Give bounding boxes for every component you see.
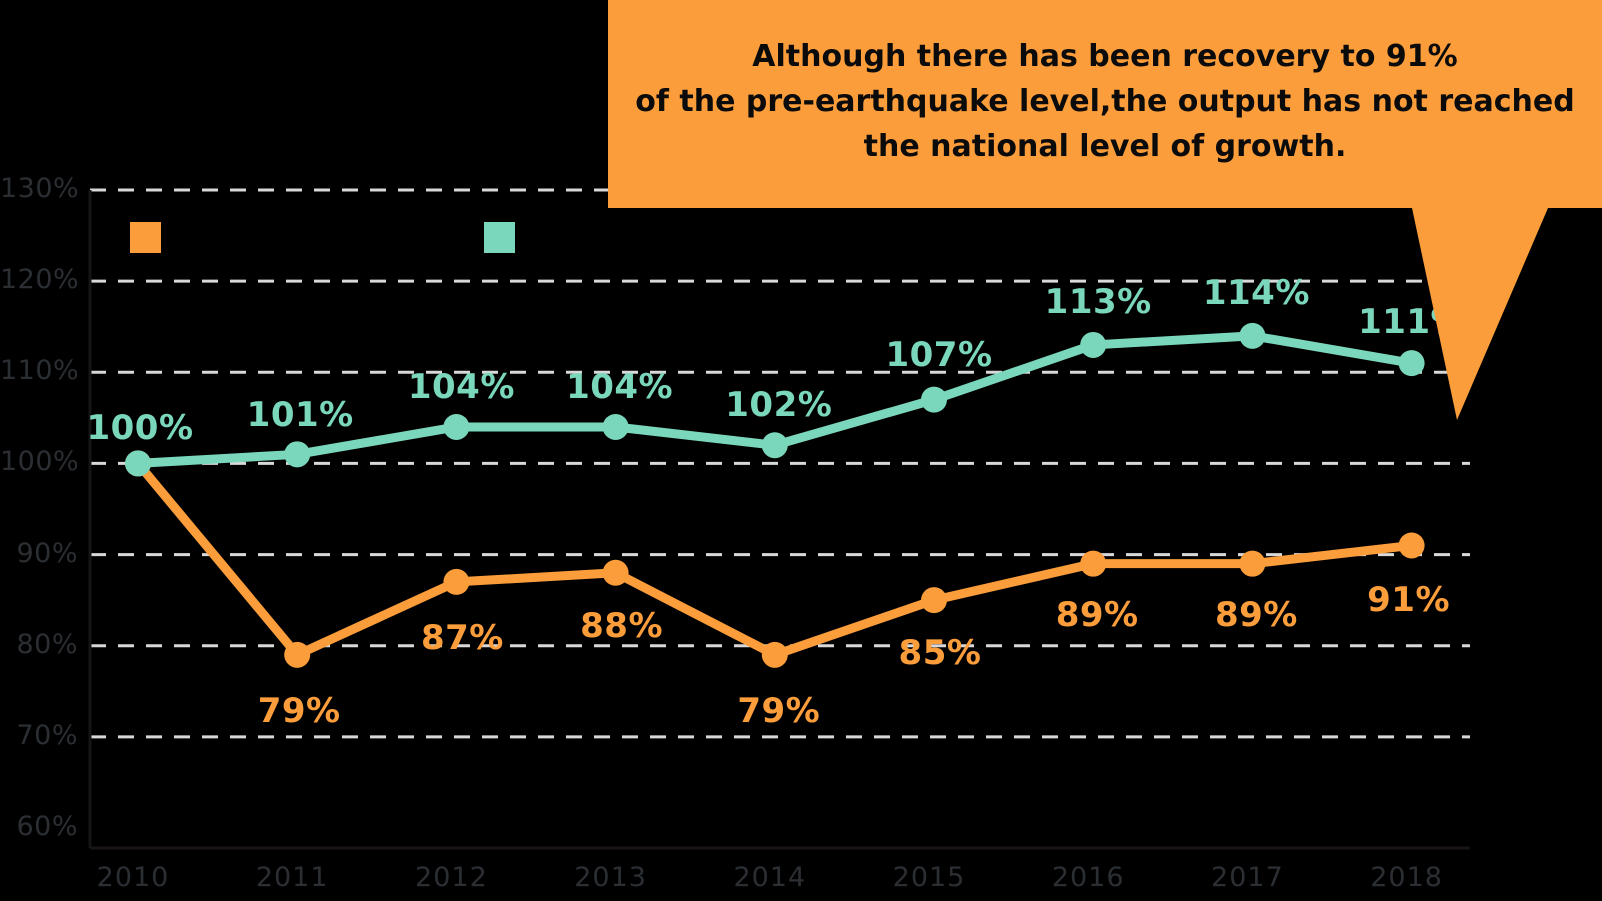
data-point-label: 107%: [885, 334, 993, 375]
x-axis-tick-label: 2014: [733, 862, 807, 893]
annotation-line-1: Although there has been recovery to 91%: [752, 39, 1458, 74]
x-axis-tick-label: 2011: [255, 862, 329, 893]
data-point-label: 104%: [407, 366, 515, 407]
y-axis-tick-label: 110%: [0, 355, 80, 387]
data-point-label: 85%: [898, 633, 982, 674]
data-point-label: 102%: [725, 385, 833, 426]
y-axis-tick-label: 70%: [16, 719, 78, 751]
data-point-label: 101%: [246, 395, 354, 436]
data-point-label: 88%: [580, 605, 664, 646]
data-point-label: 79%: [257, 690, 341, 731]
data-point-marker[interactable]: [1239, 322, 1266, 349]
legend-swatch[interactable]: [130, 222, 161, 253]
annotation-callout: Although there has been recovery to 91% …: [608, 0, 1602, 208]
data-point-marker[interactable]: [1398, 532, 1425, 559]
x-axis-tick-label: 2012: [415, 862, 488, 893]
data-point-marker[interactable]: [602, 559, 629, 586]
data-point-marker[interactable]: [443, 413, 470, 440]
data-point-marker[interactable]: [284, 641, 311, 668]
x-axis-tick-label: 2010: [96, 862, 170, 893]
annotation-callout-text: Although there has been recovery to 91% …: [608, 34, 1602, 169]
data-point-marker[interactable]: [1239, 550, 1266, 577]
data-point-marker[interactable]: [1080, 550, 1107, 577]
annotation-line-2: of the pre-earthquake level,the output h…: [635, 84, 1575, 119]
data-point-label: 89%: [1214, 594, 1298, 635]
x-axis-tick-label: 2018: [1370, 862, 1443, 893]
data-point-marker[interactable]: [921, 587, 947, 614]
y-axis-tick-label: 90%: [16, 537, 78, 569]
data-point-marker[interactable]: [761, 432, 788, 459]
y-axis-tick-label: 60%: [16, 811, 78, 842]
callout-tail: [1412, 208, 1548, 420]
y-axis-tick-label: 130%: [0, 173, 80, 204]
data-point-label: 91%: [1367, 580, 1451, 621]
data-point-marker[interactable]: [602, 413, 629, 440]
x-axis-tick-label: 2017: [1211, 862, 1284, 893]
x-axis-tick-label: 2013: [574, 862, 647, 893]
data-point-label: 79%: [737, 690, 821, 731]
data-point-label: 89%: [1055, 594, 1139, 635]
data-point-marker[interactable]: [1080, 331, 1107, 358]
data-point-marker[interactable]: [921, 386, 947, 413]
data-point-label: 104%: [566, 366, 674, 407]
x-axis-tick-label: 2016: [1051, 862, 1125, 893]
data-point-label: 87%: [420, 617, 504, 658]
annotation-line-3: the national level of growth.: [863, 129, 1347, 164]
data-point-label: 100%: [86, 408, 194, 449]
data-point-label: 113%: [1044, 281, 1152, 322]
data-point-marker[interactable]: [125, 450, 151, 477]
x-axis-tick-label: 2015: [892, 862, 966, 893]
y-axis-tick-label: 120%: [0, 264, 80, 296]
legend-swatch[interactable]: [484, 222, 515, 253]
data-point-label: 114%: [1202, 272, 1310, 313]
y-axis-tick-label: 100%: [0, 446, 80, 478]
data-point-marker[interactable]: [761, 641, 788, 668]
data-point-marker[interactable]: [443, 568, 470, 595]
y-axis-tick-label: 80%: [16, 628, 78, 660]
data-point-marker[interactable]: [1398, 350, 1425, 377]
data-point-marker[interactable]: [284, 441, 311, 468]
